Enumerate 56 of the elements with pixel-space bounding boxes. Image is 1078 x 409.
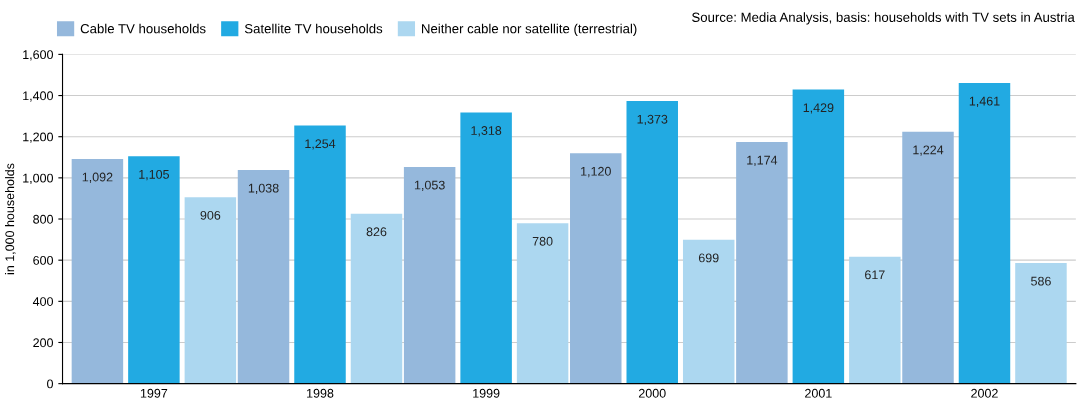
- data-label: 1,174: [747, 155, 778, 167]
- bar: [792, 89, 845, 384]
- bar: [294, 125, 346, 384]
- data-label: 1,318: [471, 126, 502, 137]
- source-note: Source: Media Analysis, basis: households with TV sets in Austria: [692, 12, 1075, 25]
- bar: [849, 256, 901, 384]
- bar: [71, 158, 124, 384]
- bar: [237, 170, 290, 384]
- y-tick-label: 800: [33, 214, 54, 224]
- bar: [570, 153, 622, 384]
- data-label: 1,429: [803, 103, 834, 114]
- x-tick-label: 2002: [971, 388, 998, 398]
- legend-label: Satellite TV households: [244, 23, 383, 34]
- bar: [958, 83, 1011, 384]
- bar: [460, 112, 512, 384]
- data-label: 1,461: [969, 96, 1000, 108]
- data-label: 617: [865, 270, 885, 280]
- x-tick-label: 2001: [805, 388, 832, 398]
- data-label: 1,105: [139, 169, 170, 181]
- bar: [626, 101, 678, 384]
- bar: [902, 131, 954, 384]
- bar: [184, 197, 237, 384]
- bar: [516, 223, 569, 384]
- data-label: 826: [366, 227, 387, 237]
- bar: [736, 142, 788, 384]
- x-tick-label: 1997: [140, 388, 168, 398]
- y-tick-label: 600: [33, 255, 54, 265]
- data-label: 586: [1031, 276, 1051, 286]
- bar: [128, 156, 180, 384]
- data-label: 1,224: [913, 145, 944, 156]
- y-tick-label: 0: [47, 379, 54, 389]
- bar: [403, 166, 456, 384]
- y-tick-label: 1,600: [23, 50, 54, 61]
- bar: [350, 213, 403, 384]
- y-axis-title: in 1,000 households: [5, 163, 16, 275]
- legend-label: Neither cable nor satellite (terrestrial): [422, 23, 637, 36]
- data-label: 1,373: [637, 114, 668, 126]
- legend-label: Cable TV households: [80, 23, 206, 34]
- data-label: 906: [200, 210, 221, 220]
- y-tick-label: 1,400: [23, 91, 54, 102]
- data-label: 1,254: [305, 139, 336, 150]
- x-tick-label: 1998: [307, 388, 334, 398]
- y-tick-label: 1,000: [23, 173, 54, 184]
- data-label: 1,038: [248, 183, 279, 195]
- bar: [1015, 263, 1067, 384]
- data-label: 1,092: [82, 172, 113, 183]
- y-tick-label: 1,200: [23, 132, 54, 143]
- x-tick-label: 1999: [473, 388, 500, 398]
- data-label: 780: [532, 236, 553, 246]
- data-label: 699: [698, 253, 719, 263]
- y-tick-label: 400: [32, 297, 54, 306]
- data-label: 1,053: [414, 180, 445, 191]
- bar: [682, 239, 735, 384]
- x-tick-label: 2000: [638, 388, 666, 398]
- y-tick-label: 200: [33, 338, 54, 348]
- data-label: 1,120: [581, 166, 611, 178]
